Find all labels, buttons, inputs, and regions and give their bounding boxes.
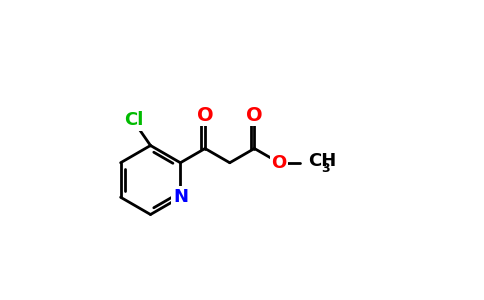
Text: Cl: Cl [124,111,144,129]
Text: 3: 3 [321,162,330,175]
Text: O: O [197,106,213,125]
Text: CH: CH [308,152,336,170]
Text: O: O [246,106,263,125]
Text: N: N [173,188,188,206]
Text: O: O [272,154,287,172]
